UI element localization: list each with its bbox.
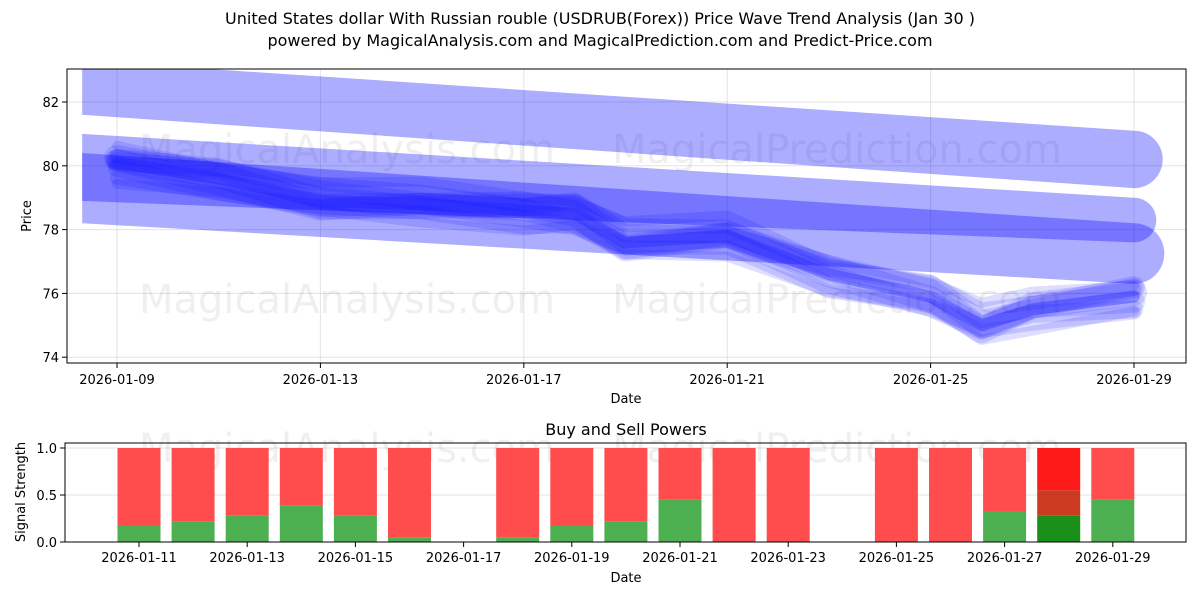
charts-canvas: MagicalAnalysis.comMagicalPrediction.com… <box>0 0 1200 600</box>
x-tick-label: 2026-01-17 <box>426 551 502 566</box>
y-tick-label: 82 <box>42 96 59 111</box>
x-tick-label: 2026-01-09 <box>79 373 155 388</box>
signal-bar-2026-01-13 <box>226 448 269 542</box>
x-tick-label: 2026-01-15 <box>318 551 394 566</box>
x-tick-label: 2026-01-21 <box>689 373 765 388</box>
x-tick-label: 2026-01-19 <box>534 551 610 566</box>
price-wave-plot: MagicalAnalysis.comMagicalPrediction.com… <box>20 61 1186 407</box>
signal-bar-2026-01-16 <box>388 448 431 542</box>
signal-bar-2026-01-15 <box>334 448 377 542</box>
x-tick-label: 2026-01-25 <box>893 373 969 388</box>
x-tick-label: 2026-01-13 <box>283 373 359 388</box>
signal-bar-2026-01-19 <box>550 448 593 542</box>
svg-text:MagicalAnalysis.com: MagicalAnalysis.com <box>139 277 555 323</box>
sell-bar <box>496 448 539 537</box>
y-axis-label: Signal Strength <box>14 442 29 542</box>
buy-bar <box>172 521 215 542</box>
y-axis-ticks: 0.0 0.5 1.0 <box>36 442 65 551</box>
x-tick-label: 2026-01-21 <box>642 551 718 566</box>
y-axis-ticks: 74 76 78 80 82 <box>42 96 67 366</box>
sell-bar <box>1091 448 1134 500</box>
sell-bar <box>280 448 323 505</box>
sell-bar <box>983 448 1026 511</box>
sell-bar <box>713 448 756 542</box>
sell-bar <box>929 448 972 542</box>
buy-bar <box>334 516 377 542</box>
buy-bar <box>659 500 702 542</box>
signal-bar-2026-01-22 <box>713 448 756 542</box>
buy-bar <box>550 526 593 542</box>
signal-bar-2026-01-28 <box>1037 448 1080 542</box>
buy-bar <box>388 537 431 542</box>
signal-bar-2026-01-14 <box>280 448 323 542</box>
signal-bar-2026-01-27 <box>983 448 1026 542</box>
signal-bar-2026-01-25 <box>875 448 918 542</box>
sell-bar <box>388 448 431 537</box>
signal-bar-2026-01-12 <box>172 448 215 542</box>
x-tick-label: 2026-01-23 <box>750 551 826 566</box>
x-tick-label: 2026-01-13 <box>209 551 285 566</box>
x-tick-label: 2026-01-29 <box>1096 373 1172 388</box>
y-tick-label: 76 <box>42 287 59 302</box>
y-tick-label: 1.0 <box>36 442 57 457</box>
x-axis-label: Date <box>610 392 641 407</box>
sell-bar <box>875 448 918 542</box>
y-axis-label: Price <box>20 200 35 232</box>
x-axis-ticks: 2026-01-11 2026-01-13 2026-01-15 2026-01-17… <box>101 542 1150 566</box>
x-tick-label: 2026-01-17 <box>486 373 562 388</box>
x-axis-ticks: 2026-01-09 2026-01-13 2026-01-17 2026-01-21… <box>79 363 1172 388</box>
sell-bar <box>118 448 161 526</box>
buy-bar <box>983 511 1026 542</box>
sell-bar <box>550 448 593 526</box>
y-tick-label: 74 <box>42 351 59 366</box>
y-tick-label: 0.0 <box>36 536 57 551</box>
sell-bar <box>659 448 702 500</box>
buy-bar <box>226 516 269 542</box>
x-tick-label: 2026-01-29 <box>1075 551 1151 566</box>
buy-bar <box>604 521 647 542</box>
sell-bar <box>334 448 377 516</box>
signal-bar-2026-01-29 <box>1091 448 1134 542</box>
buy-bar <box>118 526 161 542</box>
buy-bar <box>280 505 323 542</box>
sell-bar <box>172 448 215 521</box>
sell-bar <box>604 448 647 521</box>
sell-bar <box>767 448 810 542</box>
signal-bar-2026-01-18 <box>496 448 539 542</box>
x-axis-label: Date <box>610 571 641 586</box>
signal-bar-2026-01-11 <box>118 448 161 542</box>
signal-bar-2026-01-23 <box>767 448 810 542</box>
y-tick-label: 78 <box>42 224 59 239</box>
x-tick-label: 2026-01-11 <box>101 551 177 566</box>
signal-bar-2026-01-26 <box>929 448 972 542</box>
y-tick-label: 0.5 <box>36 489 57 504</box>
sell-bar <box>226 448 269 516</box>
x-tick-label: 2026-01-27 <box>967 551 1043 566</box>
x-tick-label: 2026-01-25 <box>859 551 935 566</box>
signal-bar-2026-01-21 <box>659 448 702 542</box>
buy-bar <box>1091 500 1134 542</box>
y-tick-label: 80 <box>42 160 59 175</box>
signal-bar-2026-01-20 <box>604 448 647 542</box>
buy-sell-plot: Buy and Sell Powers MagicalAnalysis.comM… <box>14 420 1186 586</box>
buy-bar <box>496 537 539 542</box>
